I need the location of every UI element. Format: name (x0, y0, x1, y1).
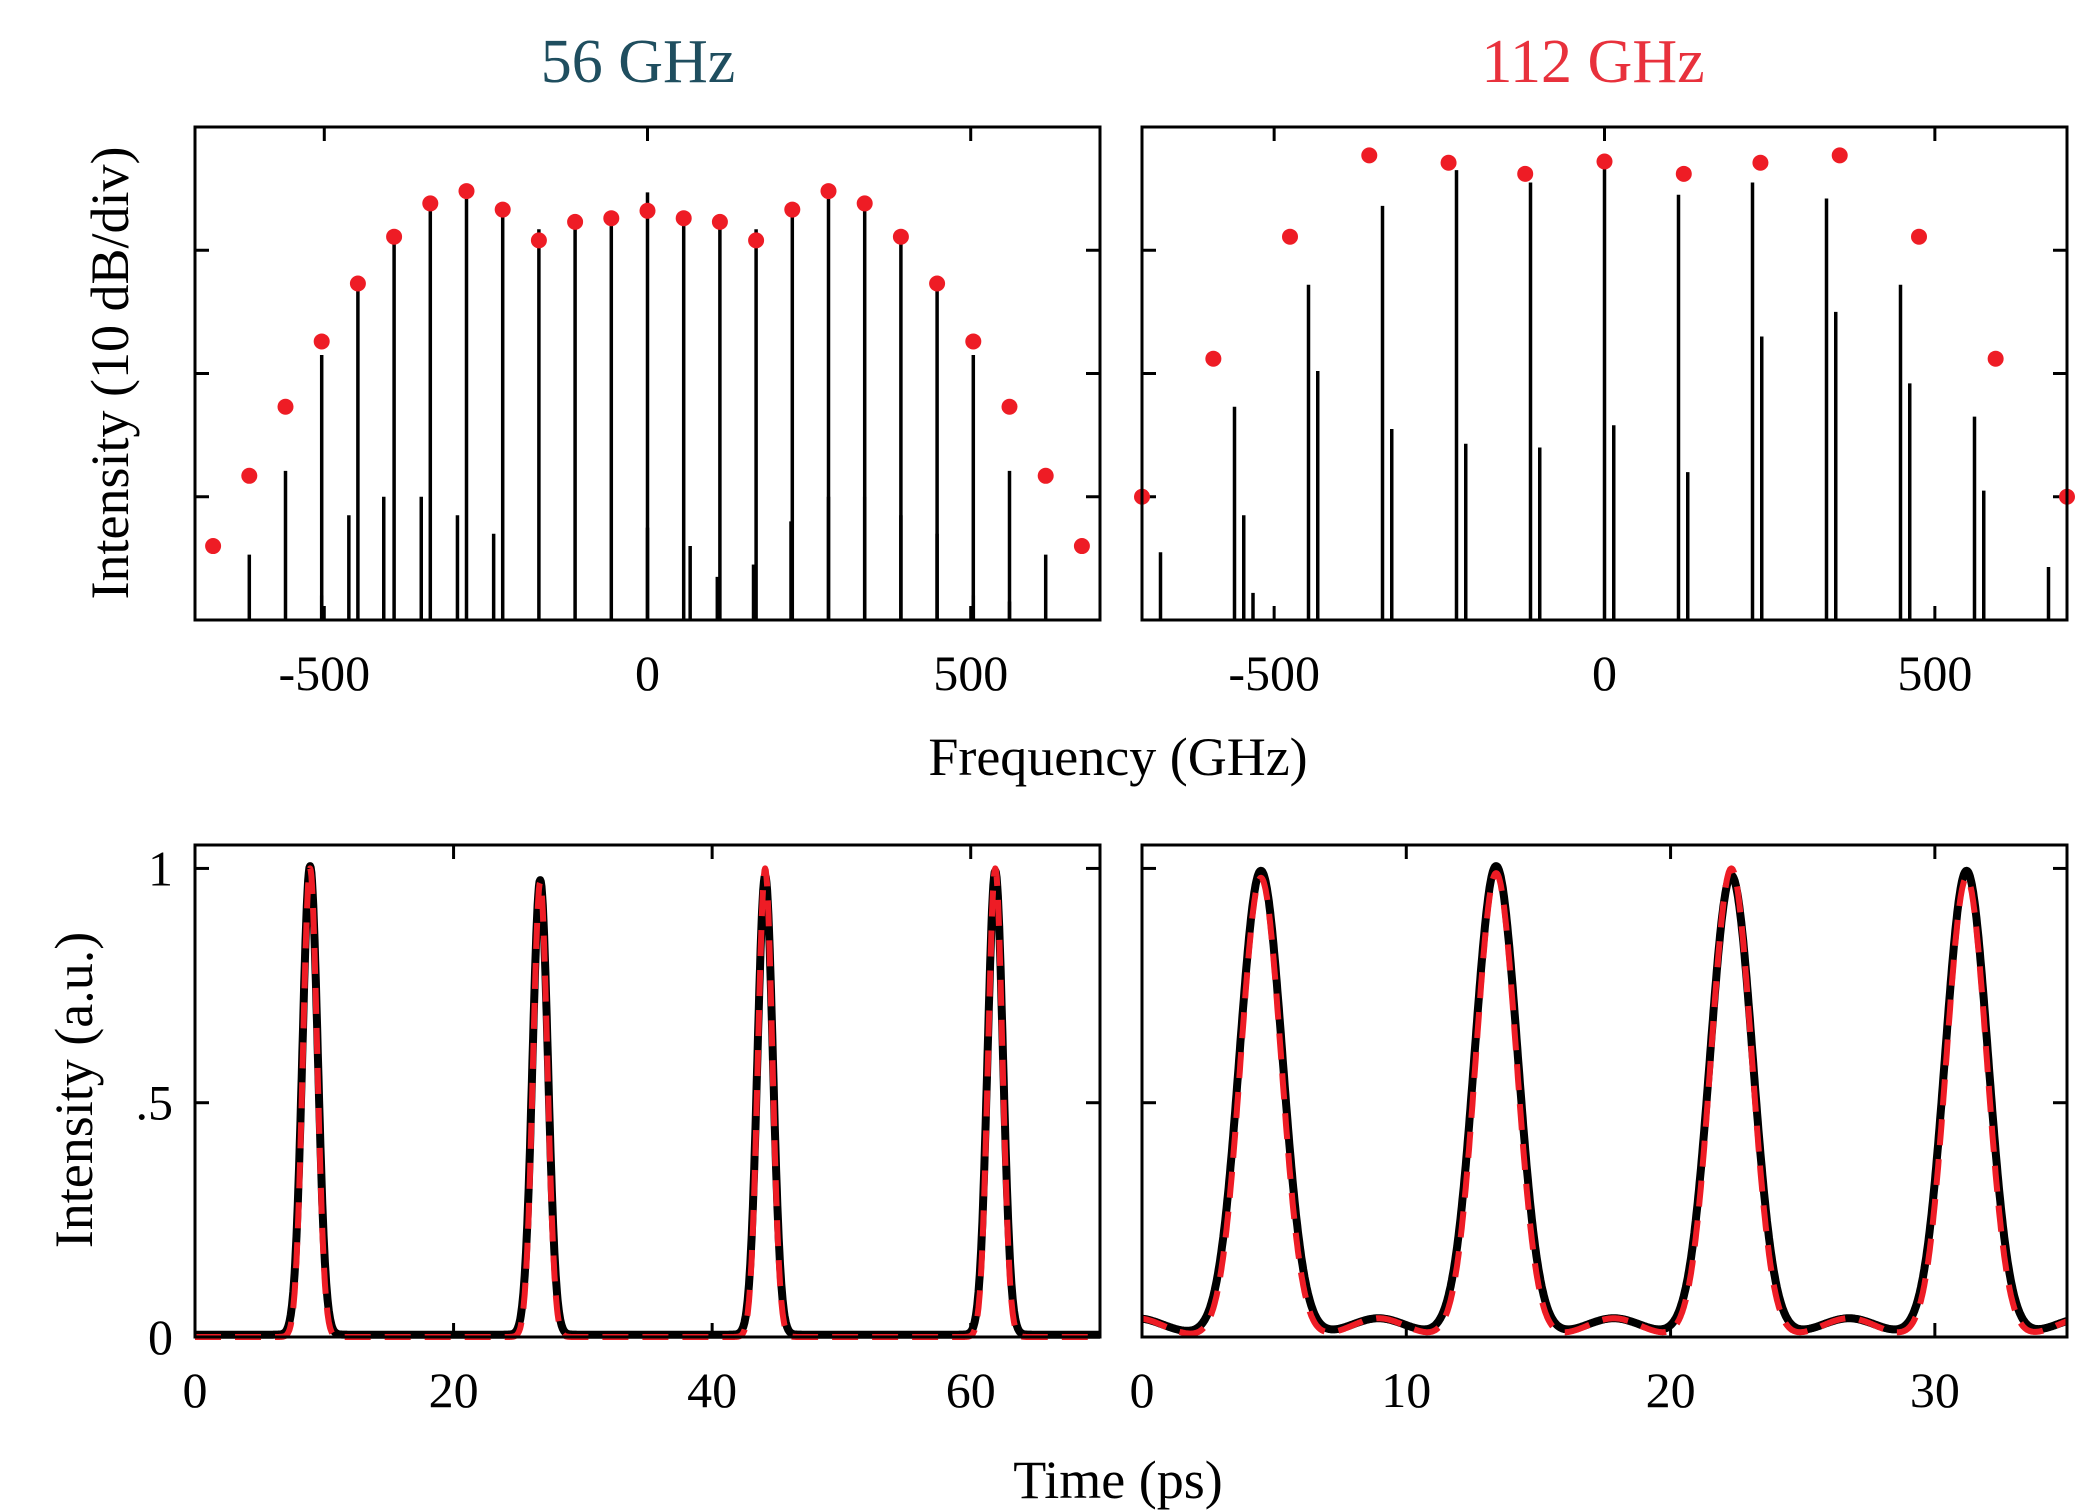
x-tick-label: 20 (1646, 1362, 1696, 1418)
axes-frame (193, 843, 1102, 1339)
model-point (892, 228, 909, 245)
model-point (748, 232, 765, 249)
title-56ghz: 56 GHz (541, 28, 736, 96)
model-point (458, 183, 475, 200)
model-point (1675, 165, 1692, 182)
model-point (1911, 228, 1927, 245)
x-tick-label: 40 (687, 1362, 737, 1418)
x-tick-label: 0 (183, 1362, 208, 1418)
model-point (386, 228, 403, 245)
model-point (639, 202, 656, 219)
axes-frame (193, 125, 1102, 622)
model-point (1596, 153, 1613, 170)
panel-time-56ghz: 0 20 40 60 0 .5 1 (136, 840, 1104, 1418)
model-point (1001, 398, 1018, 415)
model-point (422, 195, 439, 212)
x-tick-label: 0 (1592, 645, 1617, 701)
measured-trace (191, 862, 1104, 1339)
model-point (313, 333, 330, 350)
y-tick-label: 0 (148, 1309, 173, 1365)
model-point (1282, 228, 1298, 245)
time-y-axis-label: Intensity (a.u.) (44, 932, 104, 1248)
model-point (241, 467, 258, 484)
model-point (349, 275, 366, 292)
model-point (711, 213, 728, 230)
time-x-axis-label: Time (ps) (1013, 1450, 1223, 1510)
spectrum-y-axis-label: Intensity (10 dB/div) (80, 147, 140, 600)
panel-time-112ghz: 0 10 20 30 (1130, 843, 2071, 1418)
model-point (784, 201, 801, 218)
model-point (1073, 538, 1090, 555)
model-point (820, 183, 837, 200)
model-point (1440, 154, 1457, 171)
x-tick-label: 60 (946, 1362, 996, 1418)
title-112ghz: 112 GHz (1481, 28, 1704, 96)
x-tick-label: 0 (635, 645, 660, 701)
x-tick-label: 30 (1910, 1362, 1960, 1418)
y-tick-label: 1 (148, 840, 173, 896)
model-point (965, 333, 982, 350)
model-point (603, 210, 620, 227)
model-point (1205, 350, 1222, 367)
x-tick-label: 10 (1381, 1362, 1431, 1418)
x-tick-label: 0 (1130, 1362, 1155, 1418)
model-point (1361, 147, 1378, 164)
model-trace (192, 865, 1103, 1340)
x-tick-label: 500 (933, 645, 1008, 701)
x-tick-label: 500 (1897, 645, 1972, 701)
model-trace (1139, 865, 2070, 1337)
axes-frame (1140, 843, 2069, 1339)
model-point (494, 201, 511, 218)
x-tick-label: 20 (429, 1362, 479, 1418)
model-point (1831, 147, 1848, 164)
x-tick-label: -500 (278, 645, 370, 701)
model-point (205, 538, 222, 555)
model-point (856, 195, 873, 212)
x-tick-label: -500 (1228, 645, 1320, 701)
panel-spectrum-56ghz: -500 0 500 (193, 125, 1102, 701)
model-point (277, 398, 294, 415)
y-tick-label: .5 (136, 1075, 174, 1131)
model-point (1752, 154, 1769, 171)
model-point (530, 232, 547, 249)
model-point (675, 210, 692, 227)
model-point (1517, 165, 1534, 182)
model-point (1037, 467, 1054, 484)
model-point (929, 275, 946, 292)
axes-frame (1140, 125, 2069, 622)
spectrum-x-axis-label: Frequency (GHz) (928, 727, 1307, 787)
panel-spectrum-112ghz: -500 0 500 (1134, 125, 2075, 701)
model-point (1987, 350, 2004, 367)
model-point (567, 213, 584, 230)
